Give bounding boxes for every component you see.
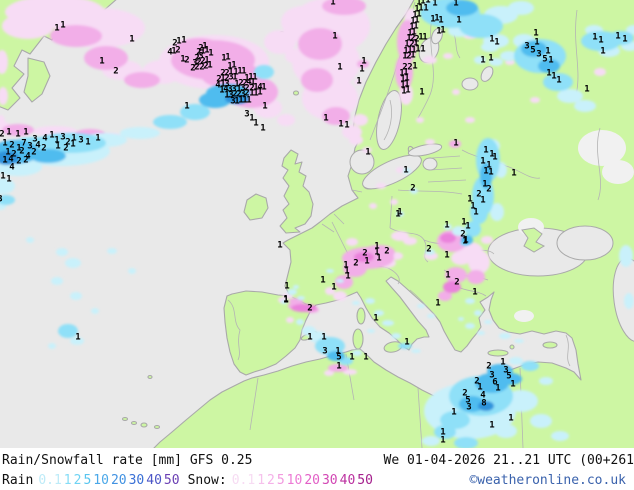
great-britain [279,149,314,234]
volga-white-patch [578,130,626,166]
legend-value: 20 [304,472,320,488]
mainland-eurasia-africa [153,0,634,448]
lake-onega [480,66,494,82]
europe-precipitation-map [0,0,634,448]
snow-legend-label: Snow: [187,472,227,488]
legend-value: 10 [286,472,303,488]
legend-value: 40 [146,472,162,488]
skagerrak-kattegat [349,149,375,175]
crimea [521,227,546,253]
legend-value: 5 [276,472,285,488]
gulf-of-bothnia [376,90,402,150]
corsica [356,307,366,325]
baltic-sea [362,154,422,190]
legend-value: 50 [163,472,180,488]
black-sea-east [556,225,614,261]
legend-value: 50 [357,472,373,488]
rain-legend-label: Rain [2,472,34,488]
gulf-of-riga [422,157,438,171]
canary-island [121,416,129,422]
legend-value: 0.1 [231,472,256,488]
rhodes [509,344,515,350]
legend-value: 20 [110,472,127,488]
legend-row: Rain 0.1 1 2 5 10 20 30 40 50 Snow: 0.1 1 2 5 10 20 30… [0,471,634,489]
crete [487,349,509,357]
map-title: Rain/Snowfall rate [mm] GFS 0.25 [2,453,253,468]
legend-value: 5 [83,472,92,488]
ireland [243,193,269,221]
map-datetime: We 01-04-2026 21..21 UTC (00+261 [383,453,634,468]
canary-island [140,422,148,428]
madeira [147,374,153,380]
title-row: Rain/Snowfall rate [mm] GFS 0.25 We 01-0… [0,448,634,471]
lake-ladoga [461,77,479,91]
rain-legend-values: 0.1 1 2 5 10 20 30 40 50 [33,473,179,488]
volga-white-patch [602,160,634,184]
snow-precipitation-layer [0,0,606,376]
whitish-patches [514,130,634,322]
legend-value: 2 [267,472,275,488]
legend-value: 2 [73,472,82,488]
legend-value: 30 [321,472,338,488]
greenland-coast-arm [23,57,51,103]
legend-value: 30 [128,472,145,488]
legend-value: 40 [339,472,356,488]
canary-island [130,420,138,426]
legend-value: 10 [93,472,109,488]
copyright: ©weatheronline.co.uk [469,472,626,488]
faroe-islands [292,90,300,96]
cyprus [542,341,558,349]
canary-island [153,424,161,430]
info-bar: Rain/Snowfall rate [mm] GFS 0.25 We 01-0… [0,448,634,490]
anatolia-lake [514,310,534,322]
legend-value: 1 [257,472,266,488]
snow-legend-values: 0.1 1 2 5 10 20 30 40 50 [227,473,373,488]
legend-value: 0.1 [38,472,62,488]
legend-value: 1 [63,472,72,488]
white-sea-arm [431,27,443,45]
rain-precipitation-layer [0,0,634,448]
gulf-of-finland [407,143,443,157]
sardinia [352,328,364,350]
